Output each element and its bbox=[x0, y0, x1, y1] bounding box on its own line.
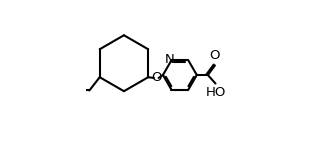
Text: O: O bbox=[151, 71, 162, 84]
Text: N: N bbox=[165, 53, 174, 66]
Text: O: O bbox=[210, 49, 220, 62]
Text: HO: HO bbox=[206, 86, 227, 99]
